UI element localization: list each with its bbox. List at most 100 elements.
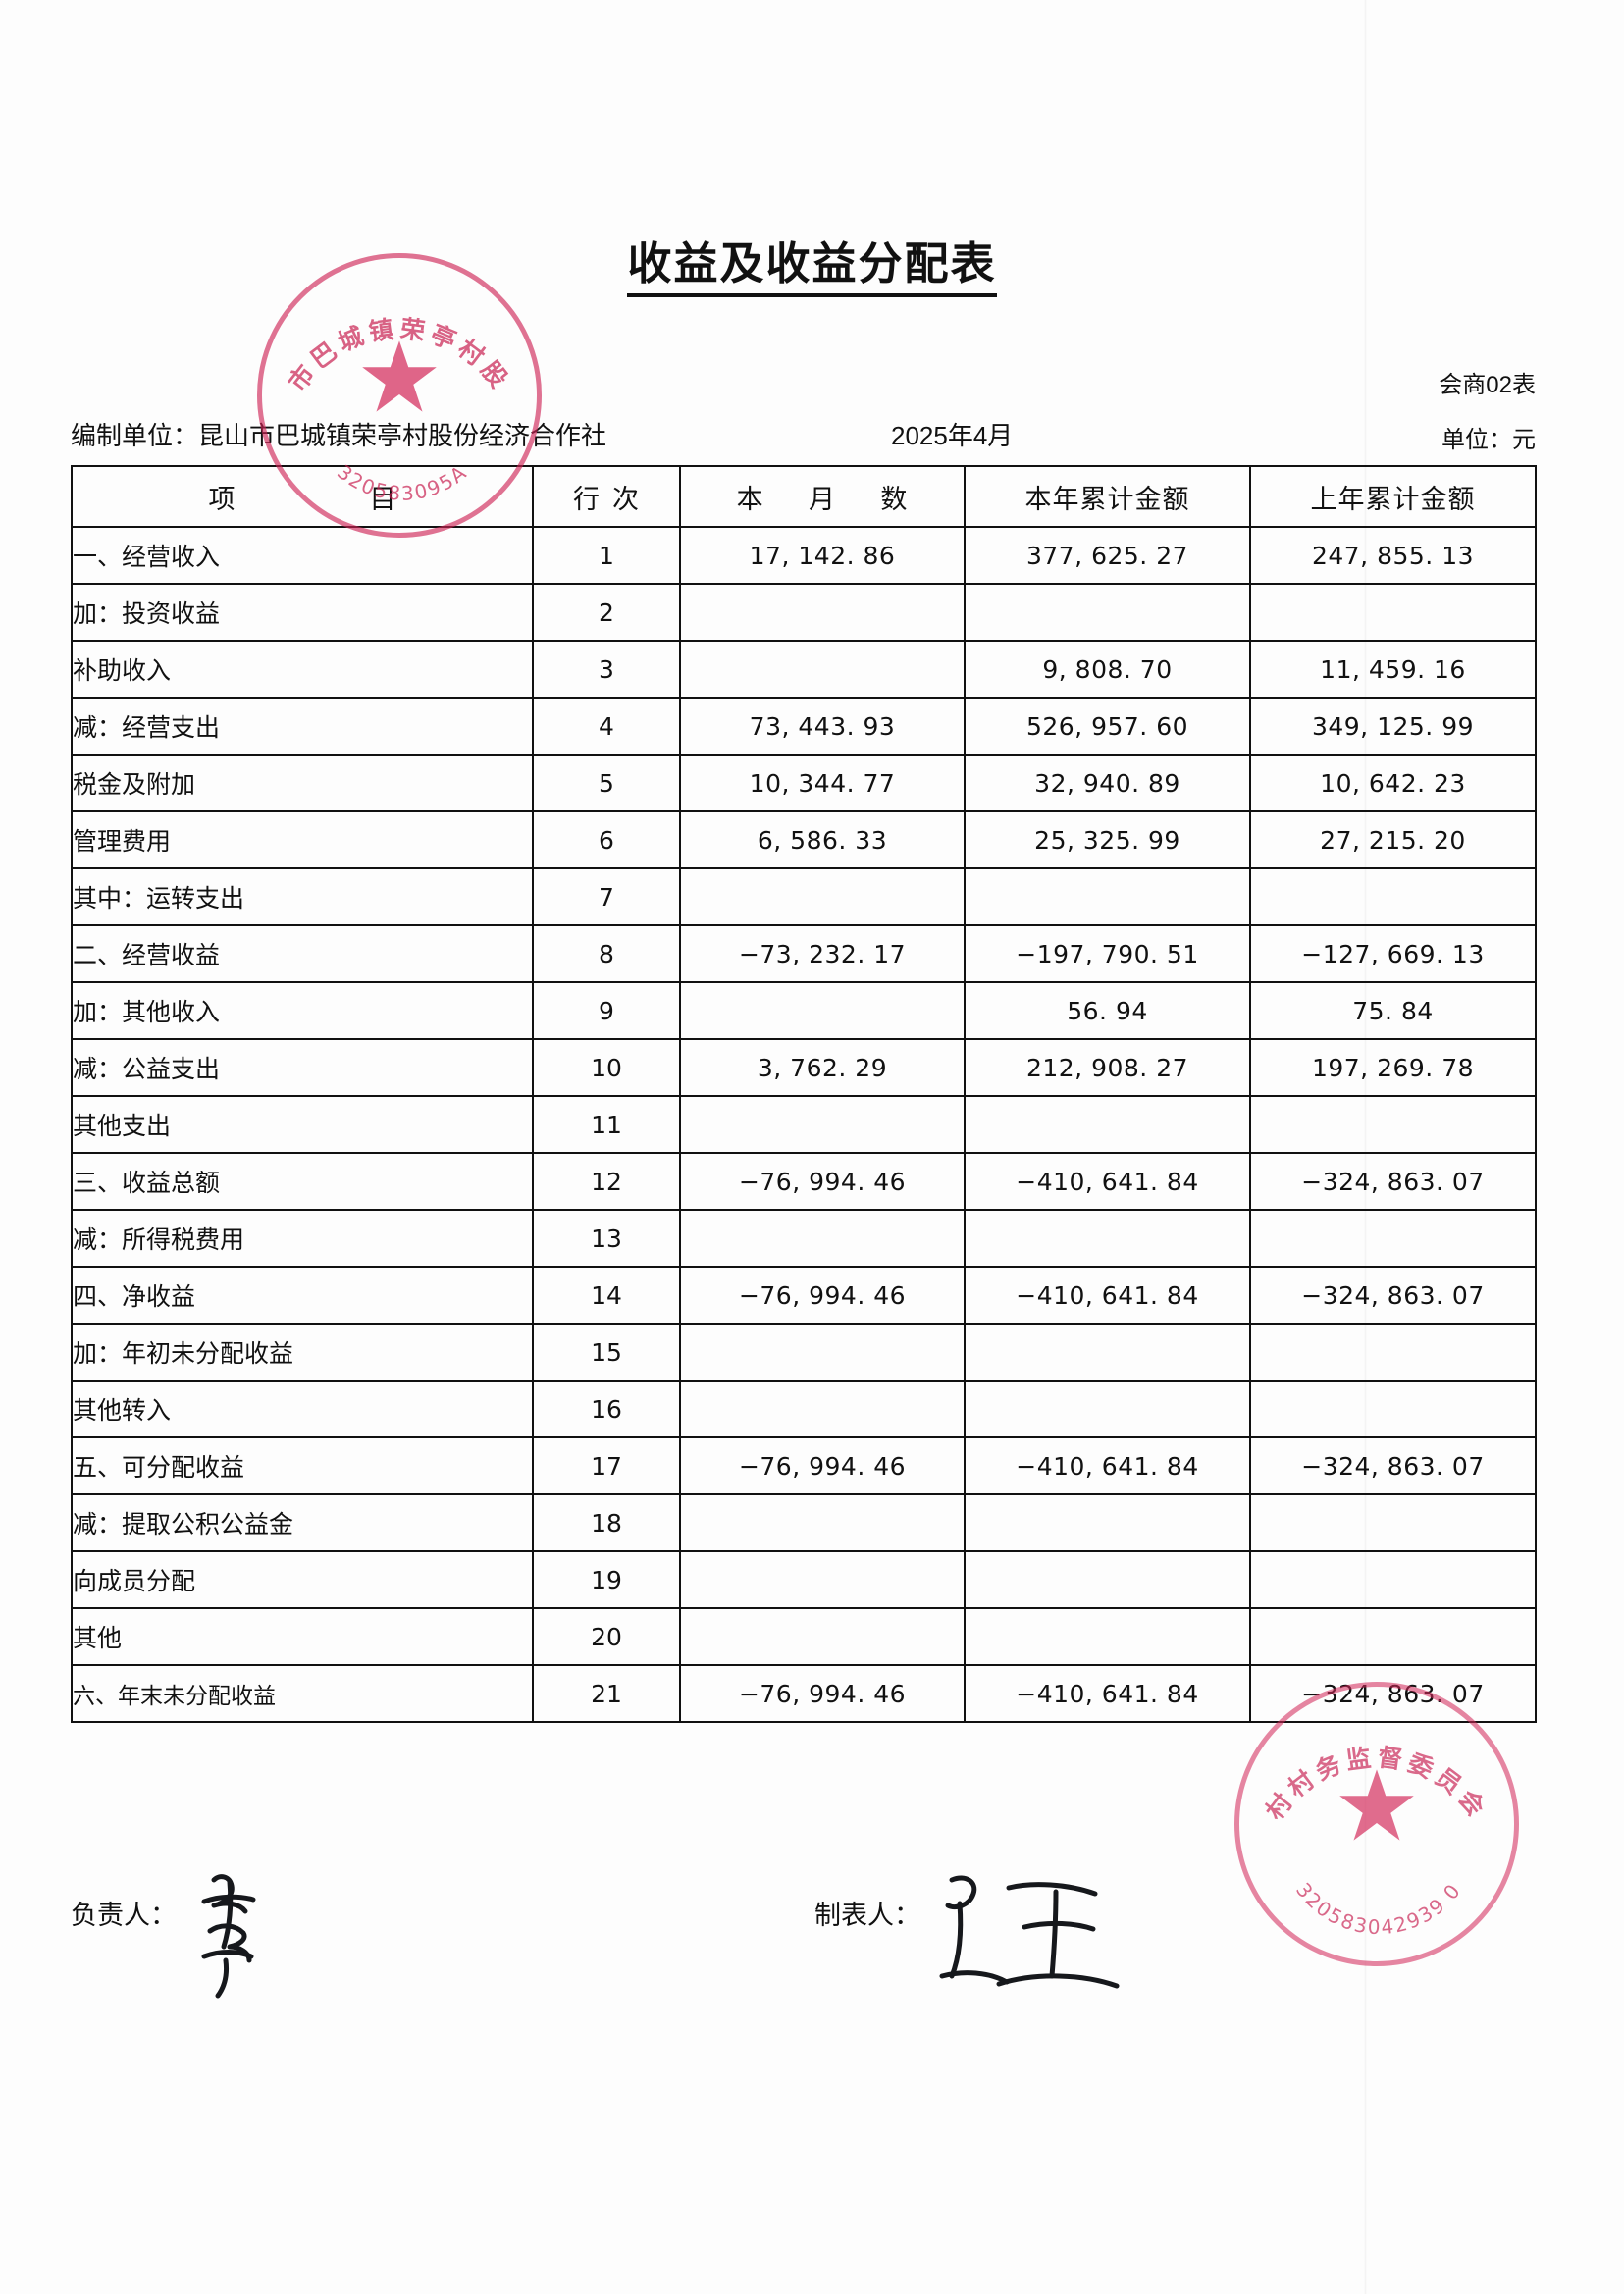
row-item-label: 四、净收益 [73,1283,196,1311]
row-item-label-cell: 四、净收益 [71,1266,534,1325]
current-month-value-cell [679,867,966,926]
current-month-value-cell [679,583,966,642]
row-number-cell: 12 [532,1152,681,1211]
year-to-date-value-cell: 25, 325. 99 [964,810,1251,869]
year-to-date-value-cell: 212, 908. 27 [964,1038,1251,1097]
table-row: 减：公益支出 10 3, 762. 29 212, 908. 27 197, 269. … [71,1038,1537,1097]
row-item-label: 减：提取公积公益金 [73,1511,294,1538]
last-year-value-cell: −324, 863. 07 [1249,1266,1537,1325]
seal-bottom-arc-text: 村村务监督委员会 [1239,1687,1514,1961]
table-header-row: 项 目 行 次 本 月 数 本年累计金额 [71,465,1537,528]
current-month-value-cell [679,1550,966,1609]
row-number-cell: 4 [532,697,681,756]
row-item-label-cell: 减：所得税费用 [71,1209,534,1268]
row-item-label-cell: 一、经营收入 [71,526,534,585]
row-item-label: 一、经营收入 [73,544,221,571]
row-number-cell: 19 [532,1550,681,1609]
row-item-label: 减：所得税费用 [73,1226,245,1254]
col-header-row-no-char-1: 行 [573,484,601,514]
row-number-cell: 9 [532,981,681,1040]
last-year-value-cell [1249,1380,1537,1438]
row-item-label: 向成员分配 [73,1568,196,1595]
row-number-cell: 6 [532,810,681,869]
last-year-value-cell [1249,1607,1537,1666]
currency-unit-note: 单位：元 [1441,427,1536,453]
col-header-current-month-char-1: 本 [736,484,764,514]
row-item-label-cell: 减：公益支出 [71,1038,534,1097]
row-number-cell: 1 [532,526,681,585]
reporting-period: 2025年4月 [891,421,1014,450]
row-number-cell: 3 [532,640,681,699]
row-item-label: 五、可分配收益 [73,1454,245,1482]
preparer-label: 制表人： [814,1901,920,1930]
row-number-cell: 8 [532,924,681,983]
row-number-cell: 5 [532,754,681,812]
last-year-value-cell: −324, 863. 07 [1249,1436,1537,1495]
table-row: 五、可分配收益 17 −76, 994. 46 −410, 641. 84 −324, … [71,1436,1537,1495]
seal-bottom-star-icon [1336,1766,1418,1849]
col-header-row-no-char-2: 次 [612,484,640,514]
table-row: 其中：运转支出 7 [71,867,1537,926]
row-number-cell: 17 [532,1436,681,1495]
year-to-date-value-cell [964,1209,1251,1268]
last-year-value-cell: 27, 215. 20 [1249,810,1537,869]
row-item-label-cell: 二、经营收益 [71,924,534,983]
last-year-value-cell: −324, 863. 07 [1249,1664,1537,1723]
last-year-value-cell: 197, 269. 78 [1249,1038,1537,1097]
table-row: 减：所得税费用 13 [71,1209,1537,1268]
year-to-date-value-cell: 56. 94 [964,981,1251,1040]
table-row: 三、收益总额 12 −76, 994. 46 −410, 641. 84 −324, 8… [71,1152,1537,1211]
seal-top-star-icon [358,338,441,420]
table-row: 六、年末未分配收益 21 −76, 994. 46 −410, 641. 84 −324… [71,1664,1537,1723]
row-number-cell: 7 [532,867,681,926]
row-item-label: 税金及附加 [73,771,196,799]
col-header-current-month-char-2: 月 [808,484,836,514]
last-year-value-cell: 247, 855. 13 [1249,526,1537,585]
row-item-label: 其中：运转支出 [73,885,245,912]
year-to-date-value-cell [964,1380,1251,1438]
current-month-value-cell [679,1493,966,1552]
current-month-value-cell [679,1323,966,1382]
row-item-label: 减：公益支出 [73,1056,221,1083]
last-year-value-cell [1249,583,1537,642]
row-item-label-cell: 其他 [71,1607,534,1666]
current-month-value-cell [679,1380,966,1438]
row-item-label: 管理费用 [73,828,172,856]
year-to-date-value-cell [964,1493,1251,1552]
row-item-label: 二、经营收益 [73,942,221,969]
row-number-cell: 18 [532,1493,681,1552]
current-month-value-cell: −76, 994. 46 [679,1436,966,1495]
current-month-value-cell [679,1607,966,1666]
compiling-unit-label: 编制单位：昆山市巴城镇荣亭村股份经济合作社 [71,421,607,450]
current-month-value-cell [679,981,966,1040]
preparer-signature [930,1862,1126,2009]
svg-text:320583042939 0: 320583042939 0 [1291,1878,1466,1939]
current-month-value-cell: −73, 232. 17 [679,924,966,983]
table-row: 其他转入 16 [71,1380,1537,1438]
row-item-label-cell: 加：投资收益 [71,583,534,642]
responsible-person-signature [175,1862,341,2009]
last-year-value-cell: −324, 863. 07 [1249,1152,1537,1211]
row-number-cell: 20 [532,1607,681,1666]
year-to-date-value-cell [964,1607,1251,1666]
row-number-cell: 13 [532,1209,681,1268]
year-to-date-value-cell: 377, 625. 27 [964,526,1251,585]
year-to-date-value-cell [964,1550,1251,1609]
year-to-date-value-cell [964,583,1251,642]
row-number-cell: 16 [532,1380,681,1438]
table-row: 一、经营收入 1 17, 142. 86 377, 625. 27 247, 855. … [71,526,1537,585]
row-number-cell: 2 [532,583,681,642]
row-item-label-cell: 补助收入 [71,640,534,699]
table-row: 税金及附加 5 10, 344. 77 32, 940. 89 10, 642. 23 [71,754,1537,812]
last-year-value-cell: 349, 125. 99 [1249,697,1537,756]
income-distribution-table: 项 目 行 次 本 月 数 本年累计金额 [71,465,1537,1723]
row-item-label-cell: 减：经营支出 [71,697,534,756]
seal-bottom-code: 320583042939 0 [1239,1687,1514,1961]
page-title-text: 收益及收益分配表 [627,237,997,297]
table-row: 减：提取公积公益金 18 [71,1493,1537,1552]
table-row: 向成员分配 19 [71,1550,1537,1609]
row-item-label: 补助收入 [73,657,172,685]
last-year-value-cell: −127, 669. 13 [1249,924,1537,983]
row-item-label-cell: 六、年末未分配收益 [71,1664,534,1723]
row-item-label: 其他支出 [73,1113,172,1140]
